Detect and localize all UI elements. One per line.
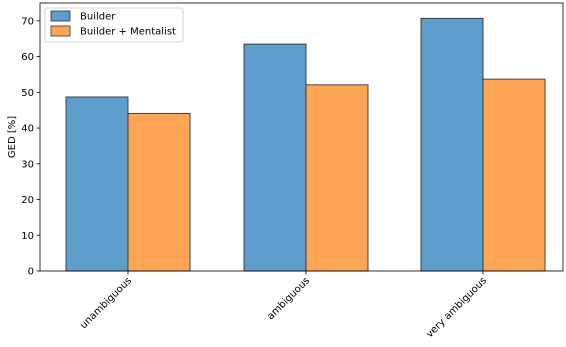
- y-tick-label-6: 60: [21, 52, 34, 63]
- y-tick-label-0: 0: [28, 267, 34, 278]
- legend-label-builder: Builder: [80, 12, 116, 23]
- y-tick-label-2: 20: [21, 195, 34, 206]
- y-tick-label-3: 30: [21, 159, 34, 170]
- legend-label-builder-mentalist: Builder + Mentalist: [80, 27, 176, 38]
- y-tick-label-1: 10: [21, 231, 34, 242]
- y-tick-label-5: 50: [21, 88, 34, 99]
- x-tick-label-2: very ambiguous: [424, 275, 489, 340]
- legend-swatch-builder: [50, 10, 71, 22]
- x-tick-label-0: unambiguous: [78, 275, 134, 331]
- y-tick-label-7: 70: [21, 16, 34, 27]
- x-tick-label-1: ambiguous: [265, 275, 312, 322]
- legend-box: [44, 7, 184, 43]
- bar-series-1-cat-0: [127, 112, 191, 272]
- y-axis: 0 10 20 30 40 50 60 70: [21, 16, 40, 278]
- bar-series-0-cat-1: [243, 43, 307, 272]
- bar-series-1-cat-2: [482, 78, 546, 272]
- y-axis-label: GED [%]: [7, 116, 18, 158]
- bar-series-0-cat-0: [65, 96, 129, 272]
- x-axis: unambiguous ambiguous very ambiguous: [78, 271, 489, 340]
- legend-swatch-builder-mentalist: [50, 25, 71, 37]
- bar-series-0-cat-2: [420, 17, 484, 272]
- y-tick-label-4: 40: [21, 124, 34, 135]
- plot-frame: [39, 2, 564, 272]
- bar-series-1-cat-1: [305, 84, 369, 272]
- legend: Builder Builder + Mentalist: [44, 7, 184, 43]
- bars-group: [65, 17, 546, 272]
